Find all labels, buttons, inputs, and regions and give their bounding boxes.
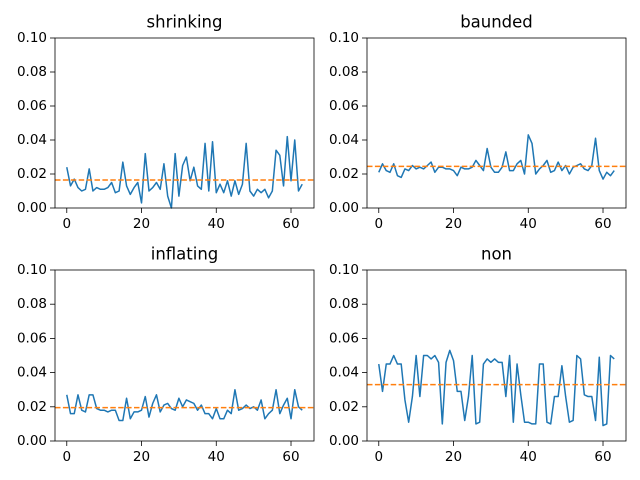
data-line <box>66 388 303 422</box>
x-tick-label: 20 <box>445 449 462 465</box>
y-tick-label: 0.10 <box>329 262 359 278</box>
y-tick-label: 0.02 <box>329 166 359 182</box>
chart-title: shrinking <box>147 13 223 32</box>
y-tick-label: 0.02 <box>17 166 47 182</box>
y-tick-label: 0.00 <box>329 433 359 449</box>
axes-frame <box>54 37 315 209</box>
data-line <box>66 135 303 209</box>
y-tick-label: 0.04 <box>17 365 47 381</box>
x-tick-label: 20 <box>133 449 150 465</box>
x-tick-label: 60 <box>594 216 611 232</box>
y-tick-label: 0.06 <box>329 98 359 114</box>
y-tick-label: 0.00 <box>17 433 47 449</box>
y-tick-label: 0.10 <box>17 30 47 46</box>
axes-frame <box>54 269 315 442</box>
y-tick-label: 0.06 <box>17 98 47 114</box>
x-tick-label: 60 <box>282 216 299 232</box>
y-tick-label: 0.06 <box>17 330 47 346</box>
x-tick-label: 0 <box>62 449 71 465</box>
y-tick-label: 0.10 <box>329 30 359 46</box>
x-tick-label: 40 <box>208 216 225 232</box>
x-tick-label: 40 <box>520 216 537 232</box>
y-tick-label: 0.08 <box>17 64 47 80</box>
x-tick-label: 40 <box>520 449 537 465</box>
y-tick-label: 0.08 <box>17 296 47 312</box>
y-tick-label: 0.08 <box>329 296 359 312</box>
y-tick-label: 0.08 <box>329 64 359 80</box>
chart-title: non <box>481 245 512 264</box>
data-line <box>378 134 615 180</box>
y-tick-label: 0.02 <box>329 399 359 415</box>
x-tick-label: 20 <box>445 216 462 232</box>
data-line <box>378 349 615 427</box>
axes-frame <box>366 37 627 209</box>
y-tick-label: 0.00 <box>17 200 47 216</box>
x-tick-label: 40 <box>208 449 225 465</box>
chart-title: baunded <box>460 13 533 32</box>
x-tick-label: 60 <box>282 449 299 465</box>
y-tick-label: 0.04 <box>329 365 359 381</box>
x-tick-label: 0 <box>374 449 383 465</box>
y-tick-label: 0.00 <box>329 200 359 216</box>
x-tick-label: 0 <box>62 216 71 232</box>
y-tick-label: 0.04 <box>329 132 359 148</box>
chart-title: inflating <box>151 245 219 264</box>
y-tick-label: 0.04 <box>17 132 47 148</box>
y-tick-label: 0.10 <box>17 262 47 278</box>
x-tick-label: 0 <box>374 216 383 232</box>
axes-frame <box>366 269 627 442</box>
x-tick-label: 60 <box>594 449 611 465</box>
y-tick-label: 0.02 <box>17 399 47 415</box>
y-tick-label: 0.06 <box>329 330 359 346</box>
x-tick-label: 20 <box>133 216 150 232</box>
